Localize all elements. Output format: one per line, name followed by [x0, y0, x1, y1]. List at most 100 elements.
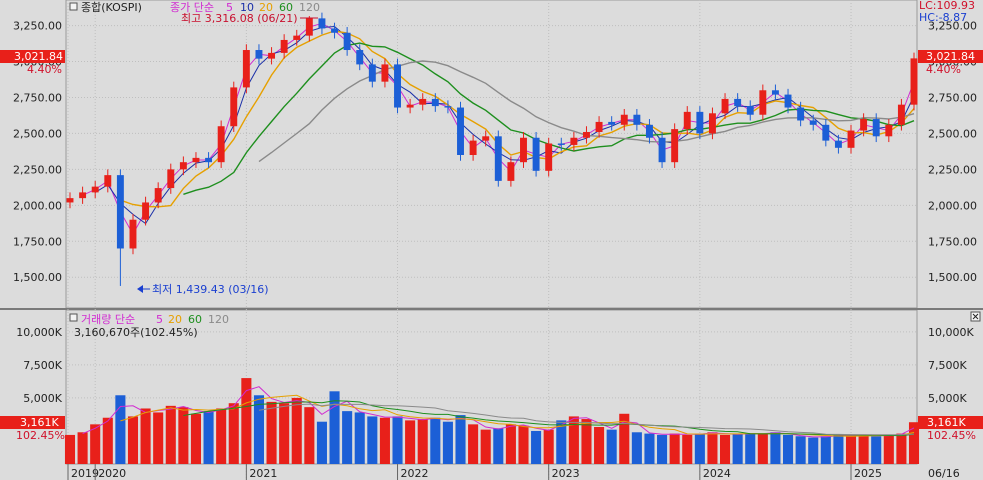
candle-body — [255, 50, 263, 59]
price-panel — [65, 0, 918, 309]
candle-body — [734, 98, 742, 107]
volume-bar — [442, 421, 453, 464]
candle-body — [167, 169, 175, 189]
x-end-label: 06/16 — [928, 467, 960, 480]
volume-bar — [102, 417, 113, 464]
current-pct-left: 4.40% — [27, 63, 62, 76]
legend-ma10: 10 — [240, 1, 254, 14]
candle-body — [520, 137, 527, 163]
volume-y-tick-right: 7,500K — [928, 359, 967, 372]
candle-body — [595, 121, 603, 132]
volume-bar — [808, 437, 819, 464]
candle-body — [834, 140, 842, 148]
volume-panel-icon[interactable] — [69, 313, 78, 322]
current-volume-right: 3,161K — [927, 416, 966, 429]
candle-body — [79, 192, 87, 199]
candle-body — [394, 64, 401, 108]
price-y-tick-right: 2,500.00 — [928, 127, 977, 140]
volume-bar — [354, 412, 365, 464]
current-price-box-right — [918, 50, 983, 63]
candle-body — [620, 114, 628, 125]
price-y-tick-labels: 3,250.003,250.003,000.003,000.002,750.00… — [13, 20, 977, 285]
volume-value: 3,160,670주(102.45%) — [74, 326, 198, 339]
volume-bar — [304, 407, 315, 464]
volume-bar — [228, 403, 239, 464]
volume-bar — [430, 417, 441, 464]
vma120-line — [258, 403, 915, 436]
volume-bar — [178, 407, 189, 464]
price-y-tick: 1,750.00 — [13, 235, 62, 248]
lc-readout: LC:109.93 — [919, 0, 975, 12]
volume-bar — [782, 434, 794, 464]
volume-bar — [568, 416, 579, 464]
candle-body — [482, 136, 490, 141]
candle-body — [696, 111, 704, 134]
candle-body — [809, 120, 817, 125]
volume-bar — [190, 413, 202, 464]
price-y-tick-right: 2,250.00 — [928, 163, 977, 176]
candle-body — [746, 106, 754, 115]
volume-bar — [757, 433, 768, 464]
price-y-tick: 2,250.00 — [13, 163, 62, 176]
volume-bar — [619, 413, 630, 464]
candle-body — [570, 137, 578, 145]
volume-y-tick-right: 5,000K — [928, 392, 967, 405]
volume-bar — [594, 426, 605, 464]
volume-bar — [216, 408, 227, 464]
volume-bar — [291, 397, 302, 464]
volume-bar — [631, 432, 642, 464]
volume-y-tick: 5,000K — [23, 392, 62, 405]
candle-body — [230, 87, 238, 127]
index-name: 종합(KOSPI) — [81, 1, 142, 14]
close-icon[interactable] — [970, 311, 981, 322]
candle-body — [192, 157, 200, 163]
price-panel-icon[interactable] — [69, 2, 78, 11]
candle-body — [658, 137, 666, 163]
price-y-tick-right: 3,250.00 — [928, 20, 977, 33]
volume-bar — [669, 433, 680, 464]
candle-body — [116, 175, 124, 249]
price-y-tick: 2,750.00 — [13, 91, 62, 104]
candle-body — [368, 64, 376, 82]
candle-body — [608, 121, 616, 125]
vlegend-ma60: 60 — [188, 313, 202, 326]
volume-bar — [644, 433, 655, 464]
price-y-tick: 2,500.00 — [13, 127, 62, 140]
volume-bar — [820, 436, 831, 464]
current-price-left: 3,021.84 — [14, 50, 63, 63]
candle-body — [419, 98, 427, 105]
candle-body — [910, 58, 918, 105]
low-arrow-head — [137, 285, 143, 293]
vlegend-ma20: 20 — [168, 313, 182, 326]
candle-body — [872, 119, 880, 137]
high-annotation: 최고 3,316.08 (06/21) — [181, 12, 298, 25]
candle-body — [217, 126, 225, 163]
price-y-tick-right: 2,000.00 — [928, 199, 977, 212]
volume-bar — [253, 395, 264, 464]
volume-bar — [657, 434, 668, 464]
current-volume-box-left — [0, 416, 65, 429]
volume-bar — [543, 429, 554, 464]
volume-bar — [64, 434, 76, 464]
volume-bar — [493, 428, 504, 464]
candle-body — [268, 52, 276, 59]
volume-bar — [203, 411, 214, 464]
volume-bar — [342, 411, 353, 464]
volume-bar — [845, 436, 857, 464]
volume-bar — [745, 433, 756, 464]
candle-body — [179, 162, 187, 170]
candle-body — [771, 90, 779, 95]
volume-bar — [153, 412, 164, 464]
current-volume-pct-right: 102.45% — [927, 429, 976, 442]
candle-body — [532, 137, 540, 171]
volume-bar — [908, 422, 920, 464]
price-y-tick-right: 1,500.00 — [928, 271, 977, 284]
x-tick-label: 2023 — [552, 467, 580, 480]
x-tick-label: 2020 — [98, 467, 126, 480]
candle-body — [469, 140, 477, 155]
candle-body — [583, 131, 590, 138]
volume-moving-average-lines — [82, 386, 915, 438]
volume-bar — [468, 424, 479, 464]
candle-body — [205, 157, 213, 163]
